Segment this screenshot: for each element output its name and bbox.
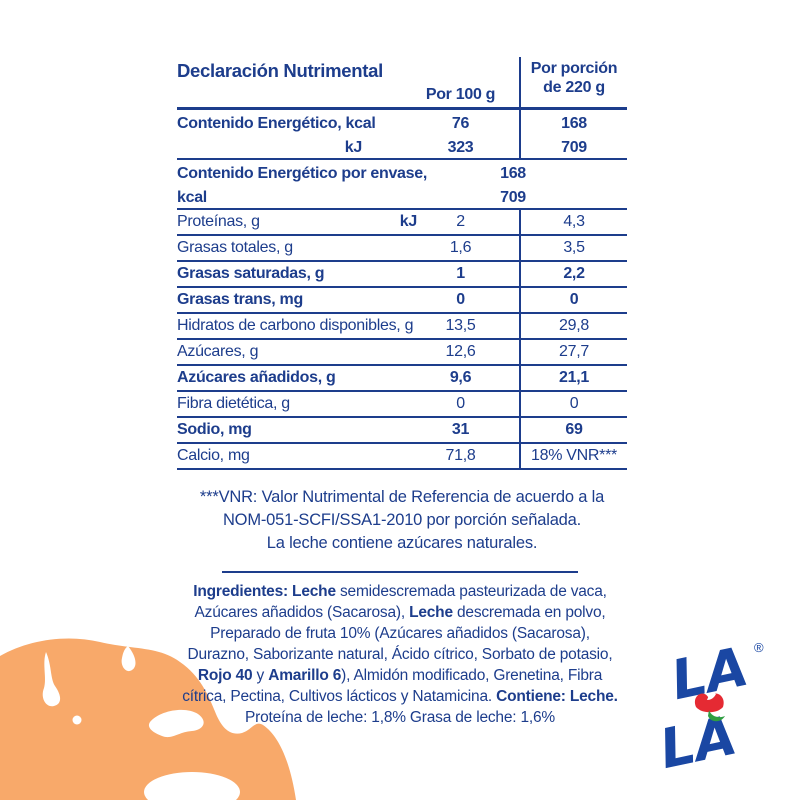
- vnr-footnote-line2: NOM-051-SCFI/SSA1-2010 por porción señal…: [222, 511, 582, 529]
- table-row-dietary-fiber: Fibra dietética, g 0 0: [177, 392, 627, 418]
- table-row-sodium: Sodio, mg 31 69: [177, 418, 627, 444]
- ingredients-text: Ingredientes: Leche semidescremada paste…: [182, 583, 618, 726]
- table-row-sugars: Azúcares, g 12,6 27,7: [177, 340, 627, 366]
- logo-flower-icon: [694, 693, 725, 722]
- column-header-per-portion: Por porción de 220 g: [519, 57, 627, 107]
- lala-logo-graphic: LA LA ®: [654, 635, 764, 781]
- lala-logo: LA LA ®: [652, 635, 770, 781]
- energy-package-label-kcal: Contenido Energético por envase, kcal: [177, 165, 428, 206]
- per-portion-line1: Por porción: [530, 60, 618, 77]
- logo-la-bottom: LA: [654, 704, 742, 772]
- milk-dot: [72, 715, 82, 725]
- vnr-footnote-line1: ***VNR: Valor Nutrimental de Referencia …: [199, 488, 605, 506]
- table-row-proteins: Proteínas, g 2 4,3: [177, 210, 627, 236]
- ingredients-separator-line: [222, 571, 578, 573]
- table-row-trans-fat: Grasas trans, mg 0 0: [177, 288, 627, 314]
- energy-label-kcal: Contenido Energético, kcal: [177, 115, 376, 132]
- milk-drip-shape: [42, 652, 61, 707]
- energy-package-label-kj: kJ: [399, 213, 418, 230]
- milk-blob-shape: [148, 709, 204, 738]
- table-row-total-fat: Grasas totales, g 1,6 3,5: [177, 236, 627, 262]
- table-row-calcium: Calcio, mg 71,8 18% VNR***: [177, 444, 627, 470]
- row-energy-per-package: Contenido Energético por envase, kcal kJ…: [177, 160, 627, 230]
- splash-orange-shape: [0, 638, 296, 800]
- energy-package-kcal-value: 168: [500, 165, 526, 182]
- table-row-added-sugars: Azúcares añadidos, g 9,6 21,1: [177, 366, 627, 392]
- column-header-per-100g: Por 100 g: [425, 86, 496, 103]
- energy-portion-kcal: 168: [561, 115, 587, 132]
- energy-per100-kcal: 76: [451, 115, 470, 132]
- table-title: Declaración Nutrimental: [177, 60, 383, 81]
- energy-label-kj: kJ: [344, 139, 363, 156]
- energy-per100-kj: 323: [447, 139, 474, 156]
- vnr-footnote-line3: La leche contiene azúcares naturales.: [266, 534, 538, 552]
- milk-splash-graphic: [0, 638, 296, 800]
- energy-package-kj-value: 709: [500, 189, 526, 206]
- nutrition-table: Declaración Nutrimental Por 100 g Por po…: [177, 57, 627, 470]
- table-header-row: Declaración Nutrimental Por 100 g Por po…: [177, 57, 627, 110]
- per-portion-line2: de 220 g: [543, 79, 605, 96]
- row-energy-content: Contenido Energético, kcal kJ 76 323 168…: [177, 110, 627, 160]
- energy-portion-kj: 709: [561, 139, 587, 156]
- vnr-footnote: ***VNR: Valor Nutrimental de Referencia …: [177, 486, 627, 555]
- table-row-carbohydrates: Hidratos de carbono disponibles, g 13,5 …: [177, 314, 627, 340]
- milk-bottom-blob: [144, 772, 240, 800]
- milk-drip-shape-small: [121, 646, 136, 672]
- registered-trademark-icon: ®: [754, 640, 764, 655]
- table-row-saturated-fat: Grasas saturadas, g 1 2,2: [177, 262, 627, 288]
